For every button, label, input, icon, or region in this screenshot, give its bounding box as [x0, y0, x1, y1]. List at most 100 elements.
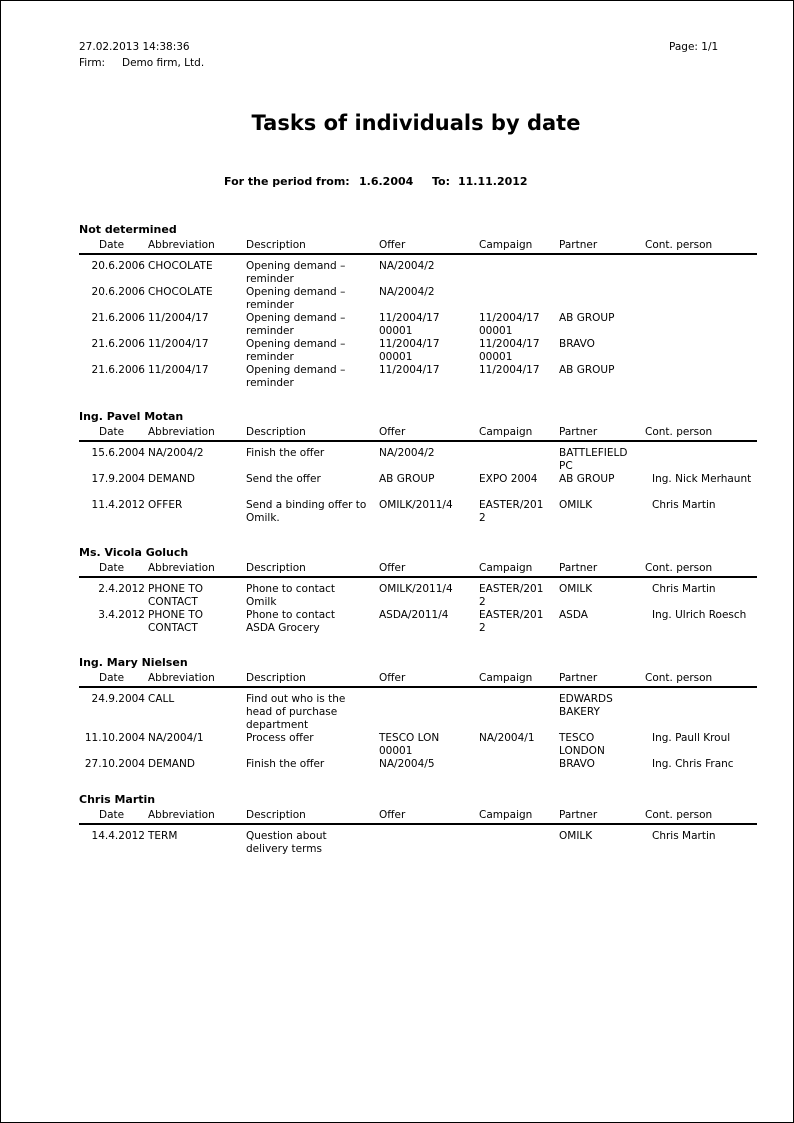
column-header-offer: Offer	[379, 239, 406, 251]
column-header-desc: Description	[246, 426, 306, 438]
cell-date: 21.6.2006	[91, 338, 145, 350]
page-number: Page: 1/1	[669, 41, 719, 53]
column-header-desc: Description	[246, 239, 306, 251]
column-header-offer: Offer	[379, 672, 406, 684]
column-header-contact: Cont. person	[645, 809, 713, 821]
cell-partner: BRAVO	[559, 338, 595, 350]
cell-offer: NA/2004/2	[379, 447, 435, 459]
column-header-camp: Campaign	[479, 239, 533, 251]
column-header-row: Date Abbreviation Description Offer Campaign…	[79, 426, 757, 442]
cell-offer: AB GROUP	[379, 473, 435, 485]
cell-abbr: OFFER	[148, 499, 183, 511]
table-rows: 24.9.2004 CALL Find out who is the head of…	[79, 688, 757, 784]
cell-abbr: 11/2004/17	[148, 364, 209, 376]
column-header-partner: Partner	[559, 239, 598, 251]
table-rows: 20.6.2006 CHOCOLATE Opening demand – remin…	[79, 255, 757, 390]
cell-offer: 11/2004/17 00001	[379, 338, 440, 363]
cell-camp: EASTER/2012	[479, 609, 544, 634]
cell-desc: Finish the offer	[246, 758, 325, 770]
cell-date: 2.4.2012	[98, 583, 145, 595]
cell-offer: OMILK/2011/4	[379, 583, 453, 595]
period-to-label: To:	[432, 175, 450, 188]
cell-offer: NA/2004/5	[379, 758, 435, 770]
column-header-date: Date	[99, 239, 125, 251]
cell-offer: 11/2004/17 00001	[379, 312, 440, 337]
column-header-date: Date	[99, 672, 125, 684]
cell-offer: ASDA/2011/4	[379, 609, 449, 621]
cell-camp: EXPO 2004	[479, 473, 538, 485]
firm-label: Firm:	[79, 57, 106, 69]
cell-desc: Finish the offer	[246, 447, 325, 459]
cell-abbr: PHONE TO CONTACT	[148, 583, 203, 608]
column-header-desc: Description	[246, 562, 306, 574]
table-rows: 2.4.2012 PHONE TO CONTACT Phone to contact…	[79, 578, 757, 635]
cell-date: 14.4.2012	[91, 830, 145, 842]
cell-partner: AB GROUP	[559, 312, 615, 324]
cell-partner: TESCO LONDON	[559, 732, 605, 757]
column-header-abbr: Abbreviation	[148, 809, 215, 821]
table-rows: 15.6.2004 NA/2004/2 Finish the offer NA/200…	[79, 442, 757, 525]
cell-contact: Ing. Ulrich Roesch	[652, 609, 747, 621]
cell-contact: Ing. Chris Franc	[652, 758, 734, 770]
column-header-date: Date	[99, 426, 125, 438]
column-header-offer: Offer	[379, 809, 406, 821]
cell-contact: Chris Martin	[652, 583, 716, 595]
column-header-abbr: Abbreviation	[148, 672, 215, 684]
task-section: Ing. Mary Nielsen Date Abbreviation Descrip…	[79, 656, 757, 784]
cell-abbr: DEMAND	[148, 473, 195, 485]
cell-abbr: DEMAND	[148, 758, 195, 770]
table-row: 20.6.2006 CHOCOLATE Opening demand – remin…	[79, 260, 757, 286]
cell-offer: TESCO LON 00001	[379, 732, 440, 757]
column-header-camp: Campaign	[479, 426, 533, 438]
period-to: 11.11.2012	[458, 175, 528, 188]
table-row: 3.4.2012 PHONE TO CONTACT Phone to contact…	[79, 609, 757, 635]
column-header-camp: Campaign	[479, 562, 533, 574]
cell-desc: Opening demand – reminder	[246, 286, 346, 311]
cell-partner: EDWARDS BAKERY	[559, 693, 613, 718]
cell-abbr: NA/2004/2	[148, 447, 204, 459]
section-title: Chris Martin	[79, 793, 156, 806]
cell-contact: Chris Martin	[652, 830, 716, 842]
task-section: Chris Martin Date Abbreviation Description O…	[79, 793, 757, 856]
cell-date: 21.6.2006	[91, 364, 145, 376]
column-header-abbr: Abbreviation	[148, 239, 215, 251]
table-rows: 14.4.2012 TERM Question about delivery ter…	[79, 825, 757, 856]
cell-offer: 11/2004/17	[379, 364, 440, 376]
table-row: 17.9.2004 DEMAND Send the offer AB GROUP EXP…	[79, 473, 757, 499]
column-header-camp: Campaign	[479, 672, 533, 684]
column-header-camp: Campaign	[479, 809, 533, 821]
section-title: Ing. Pavel Motan	[79, 410, 184, 423]
cell-abbr: CHOCOLATE	[148, 260, 213, 272]
print-datetime: 27.02.2013 14:38:36	[79, 41, 190, 53]
table-row: 20.6.2006 CHOCOLATE Opening demand – remin…	[79, 286, 757, 312]
column-header-date: Date	[99, 809, 125, 821]
cell-partner: AB GROUP	[559, 473, 615, 485]
task-section: Not determined Date Abbreviation Descriptio…	[79, 223, 757, 390]
cell-offer: NA/2004/2	[379, 260, 435, 272]
cell-contact: Ing. Nick Merhaunt	[652, 473, 752, 485]
cell-contact: Chris Martin	[652, 499, 716, 511]
cell-date: 21.6.2006	[91, 312, 145, 324]
cell-camp: 11/2004/17 00001	[479, 338, 540, 363]
table-row: 2.4.2012 PHONE TO CONTACT Phone to contact…	[79, 583, 757, 609]
report-title: Tasks of individuals by date	[251, 111, 581, 135]
cell-partner: OMILK	[559, 499, 593, 511]
cell-desc: Question about delivery terms	[246, 830, 327, 855]
period-from-label: For the period from:	[224, 175, 350, 188]
column-header-partner: Partner	[559, 809, 598, 821]
table-row: 15.6.2004 NA/2004/2 Finish the offer NA/200…	[79, 447, 757, 473]
cell-desc: Phone to contact ASDA Grocery	[246, 609, 336, 634]
cell-partner: AB GROUP	[559, 364, 615, 376]
cell-desc: Send the offer	[246, 473, 321, 485]
cell-abbr: 11/2004/17	[148, 312, 209, 324]
cell-offer: OMILK/2011/4	[379, 499, 453, 511]
period-from: 1.6.2004	[359, 175, 414, 188]
column-header-contact: Cont. person	[645, 562, 713, 574]
cell-abbr: CHOCOLATE	[148, 286, 213, 298]
column-header-partner: Partner	[559, 426, 598, 438]
column-header-contact: Cont. person	[645, 426, 713, 438]
cell-date: 15.6.2004	[91, 447, 145, 459]
column-header-abbr: Abbreviation	[148, 562, 215, 574]
cell-abbr: PHONE TO CONTACT	[148, 609, 203, 634]
table-row: 24.9.2004 CALL Find out who is the head of…	[79, 693, 757, 732]
